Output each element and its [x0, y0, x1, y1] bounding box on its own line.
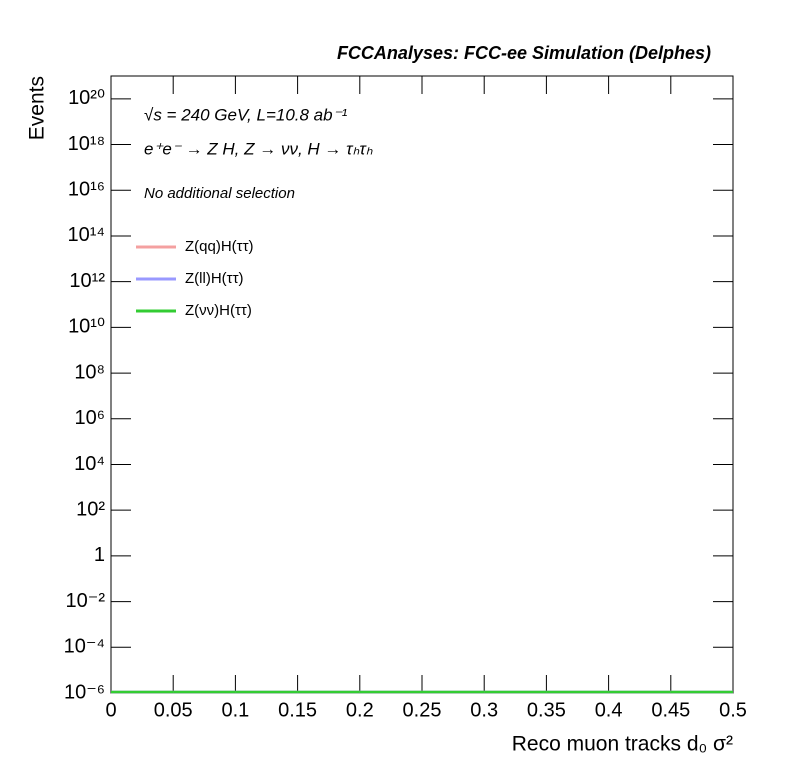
- y-tick-label: 10¹⁰: [68, 316, 105, 338]
- chart-title: FCCAnalyses: FCC-ee Simulation (Delphes): [337, 43, 711, 63]
- y-tick-label: 10⁻⁴: [64, 636, 105, 658]
- x-tick-label: 0.5: [719, 699, 747, 721]
- legend-label: Z(ll)H(ττ): [185, 270, 244, 287]
- y-tick-label: 10²⁰: [68, 87, 105, 109]
- x-tick-label: 0.45: [651, 699, 690, 721]
- y-tick-label: 10¹⁶: [68, 179, 105, 201]
- annotation: No additional selection: [144, 185, 295, 202]
- y-tick-label: 10⁻²: [66, 590, 106, 612]
- x-tick-label: 0.35: [527, 699, 566, 721]
- x-tick-label: 0.2: [346, 699, 374, 721]
- y-axis-label: Events: [26, 76, 49, 140]
- x-axis-label: Reco muon tracks d₀ σ²: [512, 733, 733, 756]
- x-tick-label: 0.25: [403, 699, 442, 721]
- y-tick-label: 10⁶: [75, 407, 105, 429]
- legend-label: Z(qq)H(ττ): [185, 238, 254, 255]
- y-tick-label: 10¹²: [69, 270, 105, 292]
- annotation: e⁺e⁻ → Z H, Z → νν, H → τₕτₕ: [144, 139, 373, 158]
- legend-label: Z(νν)H(ττ): [185, 302, 252, 319]
- y-tick-label: 10²: [76, 498, 105, 520]
- x-tick-label: 0.1: [221, 699, 249, 721]
- x-tick-label: 0.3: [470, 699, 498, 721]
- y-tick-label: 10¹⁴: [68, 224, 106, 246]
- plot-frame: [110, 75, 734, 694]
- y-tick-label: 10⁻⁶: [64, 681, 105, 703]
- x-tick-label: 0.15: [278, 699, 317, 721]
- y-tick-label: 10⁸: [74, 361, 105, 383]
- y-tick-label: 10⁴: [74, 453, 105, 475]
- y-tick-label: 1: [94, 544, 105, 566]
- annotation: √s = 240 GeV, L=10.8 ab⁻¹: [144, 105, 348, 124]
- x-tick-label: 0: [105, 699, 116, 721]
- x-tick-label: 0.4: [595, 699, 623, 721]
- y-tick-label: 10¹⁸: [68, 133, 105, 155]
- x-tick-label: 0.05: [154, 699, 193, 721]
